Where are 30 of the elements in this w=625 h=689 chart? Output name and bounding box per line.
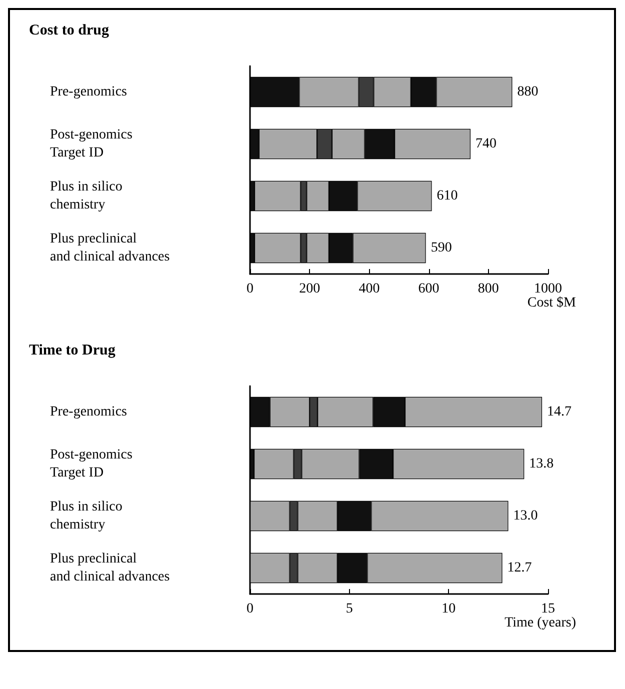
total-label: 590 <box>430 240 452 256</box>
x-tick-label: 600 <box>418 282 440 296</box>
x-axis-title: Cost $M <box>527 296 577 310</box>
total-label: 12.7 <box>507 560 532 576</box>
y-tick-label: Pre-genomics <box>50 84 127 100</box>
total-label: 880 <box>517 84 538 100</box>
x-axis-title: Time (years) <box>504 616 576 630</box>
x-tick-label: 400 <box>358 282 380 296</box>
y-tick-label: Plus in silico chemistry <box>50 500 122 532</box>
y-tick-label: Post-genomics Target ID <box>50 448 132 480</box>
y-tick-label: Plus preclinical and clinical advances <box>50 232 170 264</box>
x-tick-label: 0 <box>246 602 254 616</box>
x-tick-label: 15 <box>541 602 555 616</box>
y-tick-label: Plus in silico chemistry <box>50 180 122 212</box>
x-tick-label: 5 <box>346 602 353 616</box>
y-tick-label: Post-genomics Target ID <box>50 128 132 160</box>
x-tick-label: 800 <box>478 282 499 296</box>
x-tick-label: 1000 <box>534 282 562 296</box>
total-label: 740 <box>476 136 497 152</box>
total-label: 13.0 <box>513 508 538 524</box>
x-tick-label: 0 <box>246 282 254 296</box>
x-tick-label: 200 <box>299 282 320 296</box>
y-tick-label: Pre-genomics <box>50 404 127 420</box>
total-label: 610 <box>436 188 458 204</box>
y-tick-label: Plus preclinical and clinical advances <box>50 552 170 584</box>
total-label: 14.7 <box>547 404 572 420</box>
total-label: 13.8 <box>529 456 554 472</box>
text: Time to Drug <box>29 342 116 358</box>
text: Cost to drug <box>29 22 110 38</box>
x-tick-label: 10 <box>442 602 456 616</box>
